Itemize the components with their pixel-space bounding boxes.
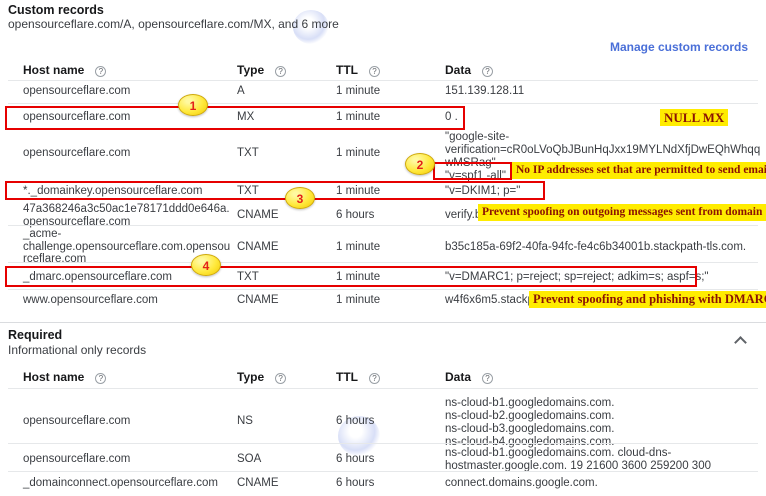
data-cell: "google-site-verification=cR0oLVoQbJBunH… (445, 131, 763, 183)
type-cell: CNAME (237, 241, 279, 253)
collapse-section-chevron-up-icon[interactable] (736, 336, 745, 345)
data-cell: verify.b (445, 209, 482, 221)
txt-value-site-verification: "google-site-verification=cR0oLVoQbJBunH… (445, 131, 761, 169)
column-header-data: Data? (445, 371, 763, 384)
ttl-cell: 1 minute (336, 147, 381, 159)
divider (8, 388, 758, 389)
divider (8, 443, 758, 444)
callout-circle-3: 3 (285, 187, 315, 209)
divider (8, 225, 758, 226)
data-cell: w4f6x6m5.stackp (445, 294, 534, 306)
type-cell: CNAME (237, 477, 279, 489)
ttl-cell: 1 minute (336, 185, 381, 197)
required-section-title: Required (8, 328, 63, 342)
ttl-cell: 1 minute (336, 111, 381, 123)
divider (8, 471, 758, 472)
ttl-cell: 6 hours (336, 415, 375, 427)
help-icon[interactable]: ? (369, 66, 380, 77)
help-icon[interactable]: ? (95, 373, 107, 384)
data-cell: ns-cloud-b1.googledomains.com. ns-cloud-… (445, 397, 763, 449)
column-header-type: Type? (237, 371, 309, 384)
type-cell: MX (237, 111, 255, 123)
host-cell: _acme-challenge.opensourceflare.com.open… (23, 228, 231, 265)
data-cell: "v=DKIM1; p=" (445, 185, 521, 197)
help-icon[interactable]: ? (369, 373, 380, 384)
host-cell: *._domainkey.opensourceflare.com (23, 185, 203, 197)
type-cell: TXT (237, 271, 259, 283)
callout-circle-4: 4 (191, 254, 221, 276)
data-cell: "v=DMARC1; p=reject; sp=reject; adkim=s;… (445, 271, 709, 283)
divider (8, 103, 758, 104)
type-cell: CNAME (237, 209, 279, 221)
ttl-cell: 6 hours (336, 453, 375, 465)
host-cell: opensourceflare.com (23, 111, 131, 123)
divider (8, 80, 758, 81)
annotation-note-dkim: Prevent spoofing on outgoing messages se… (478, 204, 766, 221)
ns-value: ns-cloud-b3.googledomains.com. (445, 423, 615, 435)
manage-custom-records-link[interactable]: Manage custom records (609, 40, 748, 54)
annotation-note-null-mx: NULL MX (660, 109, 729, 126)
ns-value: ns-cloud-b1.googledomains.com. (445, 397, 615, 409)
ns-value: ns-cloud-b2.googledomains.com. (445, 410, 615, 422)
ttl-cell: 6 hours (336, 477, 375, 489)
type-cell: CNAME (237, 294, 279, 306)
annotation-note-spf: No IP addresses set that are permitted t… (512, 162, 766, 179)
ns-value: ns-cloud-b4.googledomains.com. (445, 436, 615, 448)
data-cell: connect.domains.google.com. (445, 477, 598, 489)
annotation-note-dmarc: Prevent spoofing and phishing with DMARC (529, 291, 766, 308)
help-icon[interactable]: ? (482, 66, 494, 77)
column-header-host: Host name? (23, 64, 233, 77)
data-cell: 151.139.128.11 (445, 85, 525, 97)
host-cell: www.opensourceflare.com (23, 294, 158, 306)
type-cell: SOA (237, 453, 262, 465)
data-cell: b35c185a-69f2-40fa-94fc-fe4c6b34001b.sta… (445, 241, 747, 253)
column-header-ttl: TTL? (336, 371, 418, 384)
help-icon[interactable]: ? (95, 66, 107, 77)
ttl-cell: 1 minute (336, 241, 381, 253)
column-header-data: Data? (445, 64, 763, 77)
divider (8, 262, 758, 263)
ttl-cell: 1 minute (336, 271, 381, 283)
ttl-cell: 1 minute (336, 85, 381, 97)
custom-records-subtitle: opensourceflare.com/A, opensourceflare.c… (8, 17, 339, 31)
type-cell: NS (237, 415, 253, 427)
ttl-cell: 6 hours (336, 209, 375, 221)
host-cell: opensourceflare.com (23, 453, 131, 465)
host-cell: _domainconnect.opensourceflare.com (23, 477, 218, 489)
type-cell: TXT (237, 185, 259, 197)
host-cell: opensourceflare.com (23, 415, 131, 427)
callout-circle-2: 2 (405, 153, 435, 175)
help-icon[interactable]: ? (275, 373, 287, 384)
section-divider (0, 322, 766, 323)
help-icon[interactable]: ? (275, 66, 287, 77)
callout-circle-1: 1 (178, 94, 208, 116)
custom-records-title: Custom records (8, 3, 104, 17)
host-cell: _dmarc.opensourceflare.com (23, 271, 172, 283)
ttl-cell: 1 minute (336, 294, 381, 306)
column-header-ttl: TTL? (336, 64, 418, 77)
divider (8, 289, 758, 290)
data-cell: 0 . (445, 111, 458, 123)
column-header-type: Type? (237, 64, 309, 77)
host-cell: opensourceflare.com (23, 147, 131, 159)
host-cell: opensourceflare.com (23, 85, 131, 97)
column-header-host: Host name? (23, 371, 233, 384)
data-cell: ns-cloud-b1.googledomains.com. cloud-dns… (445, 447, 711, 472)
type-cell: TXT (237, 147, 259, 159)
type-cell: A (237, 85, 245, 97)
required-section-subtitle: Informational only records (8, 343, 147, 357)
host-cell: 47a368246a3c50ac1e78171ddd0e646a.opensou… (23, 203, 230, 228)
help-icon[interactable]: ? (482, 373, 494, 384)
